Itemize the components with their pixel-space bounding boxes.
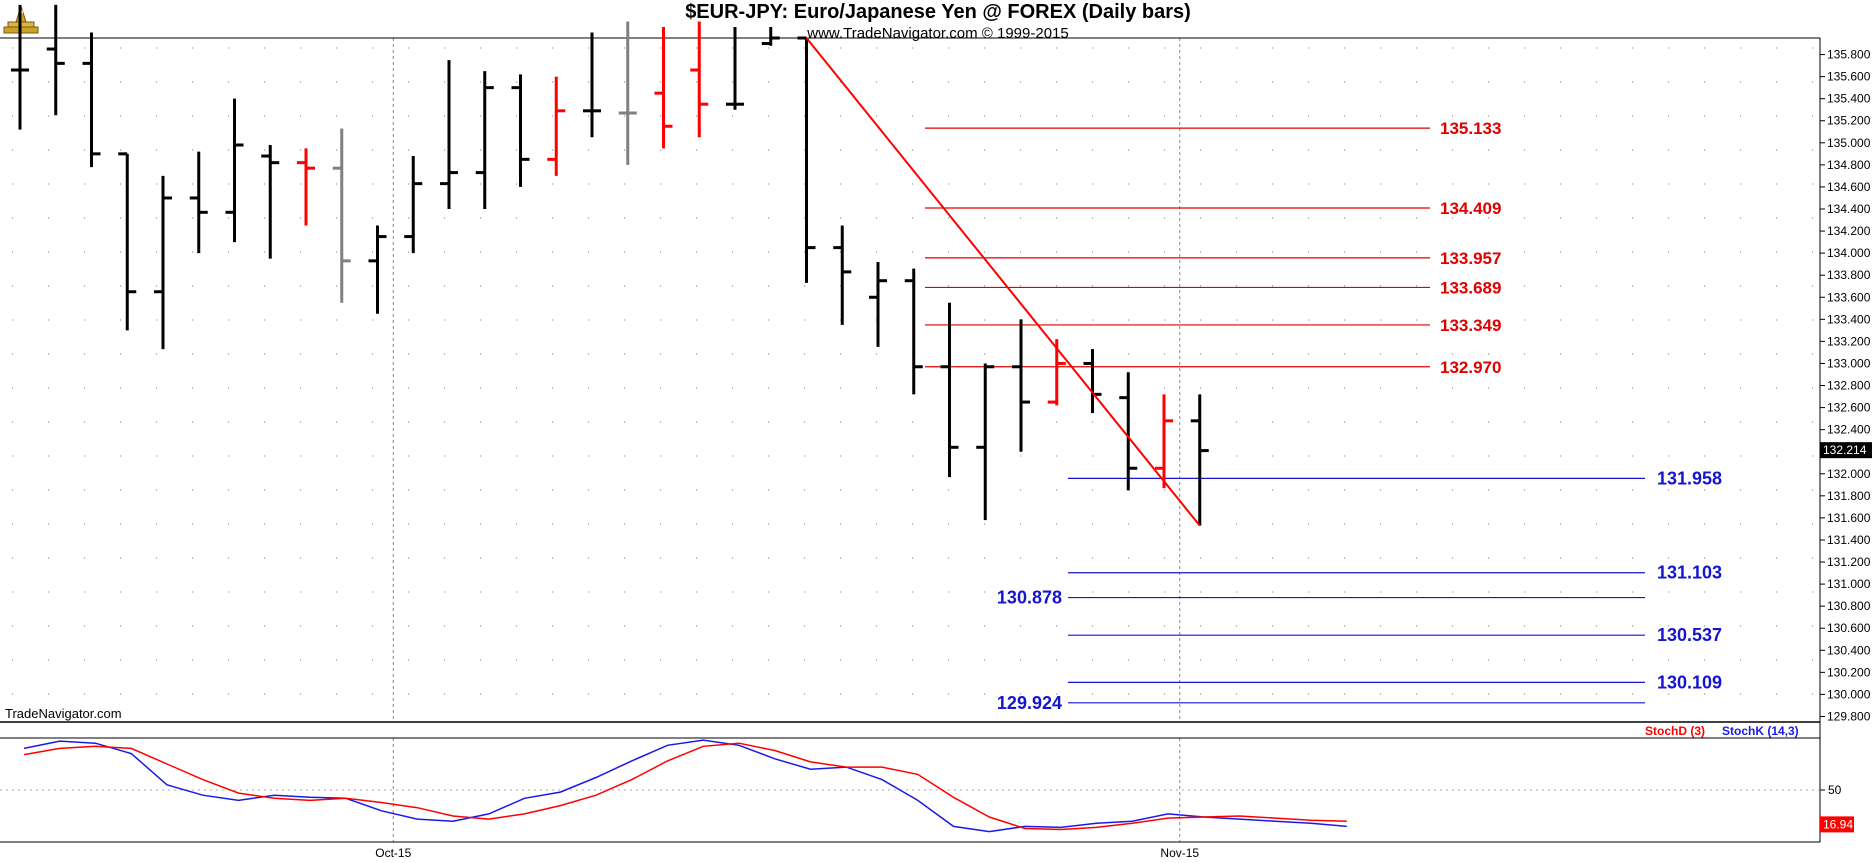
support-label: 129.924 (997, 693, 1062, 713)
y-tick-label: 133.600 (1827, 290, 1871, 304)
y-tick-label: 134.000 (1827, 246, 1871, 260)
y-tick-label: 130.200 (1827, 665, 1871, 679)
y-tick-label: 132.600 (1827, 401, 1871, 415)
support-label: 130.537 (1657, 625, 1722, 645)
y-tick-label: 135.400 (1827, 92, 1871, 106)
last-price-marker (1820, 442, 1872, 459)
y-tick-label: 131.800 (1827, 489, 1871, 503)
resistance-label: 133.689 (1440, 278, 1501, 297)
y-tick-label: 130.800 (1827, 599, 1871, 613)
y-tick-label: 132.800 (1827, 379, 1871, 393)
y-tick-label: 133.800 (1827, 268, 1871, 282)
resistance-label: 135.133 (1440, 119, 1501, 138)
y-tick-label: 135.600 (1827, 70, 1871, 84)
chart-title: $EUR-JPY: Euro/Japanese Yen @ FOREX (Dai… (685, 1, 1191, 23)
support-label: 130.878 (997, 588, 1062, 608)
support-label: 131.103 (1657, 563, 1722, 583)
last-price-label: 132.214 (1823, 443, 1867, 457)
stochastic-line (23, 742, 1347, 831)
y-tick-label: 134.800 (1827, 158, 1871, 172)
y-tick-label: 131.200 (1827, 555, 1871, 569)
resistance-label: 133.957 (1440, 249, 1501, 268)
y-tick-label: 130.000 (1827, 687, 1871, 701)
y-tick-label: 132.400 (1827, 423, 1871, 437)
y-tick-label: 130.400 (1827, 643, 1871, 657)
y-tick-label: 135.000 (1827, 136, 1871, 150)
y-tick-label: 131.600 (1827, 511, 1871, 525)
stochastic-line (23, 739, 1347, 833)
y-tick-label: 134.200 (1827, 224, 1871, 238)
y-tick-label: 135.200 (1827, 114, 1871, 128)
support-label: 131.958 (1657, 468, 1722, 488)
osc-last-value-label: 16.94 (1823, 817, 1853, 831)
y-tick-label: 134.400 (1827, 202, 1871, 216)
y-tick-label: 130.600 (1827, 621, 1871, 635)
x-tick-label: Nov-15 (1160, 846, 1199, 860)
legend-entry: StochD (3) (1645, 724, 1705, 738)
osc-y-tick-label: 50 (1828, 783, 1842, 797)
osc-last-value-marker (1820, 816, 1854, 833)
y-tick-label: 133.000 (1827, 356, 1871, 370)
y-tick-label: 129.800 (1827, 709, 1871, 723)
y-tick-label: 133.400 (1827, 312, 1871, 326)
y-tick-label: 131.000 (1827, 577, 1871, 591)
y-tick-label: 131.400 (1827, 533, 1871, 547)
y-tick-label: 135.800 (1827, 48, 1871, 62)
legend-entry: StochK (14,3) (1722, 724, 1799, 738)
y-tick-label: 132.000 (1827, 467, 1871, 481)
support-label: 130.109 (1657, 672, 1722, 692)
watermark-text: TradeNavigator.com (5, 706, 122, 721)
y-tick-label: 133.200 (1827, 334, 1871, 348)
resistance-label: 134.409 (1440, 199, 1501, 218)
resistance-label: 132.970 (1440, 358, 1501, 377)
y-tick-label: 134.600 (1827, 180, 1871, 194)
resistance-label: 133.349 (1440, 316, 1501, 335)
trend-line (805, 37, 1201, 527)
grid-dots (12, 47, 1814, 695)
x-tick-label: Oct-15 (375, 846, 411, 860)
